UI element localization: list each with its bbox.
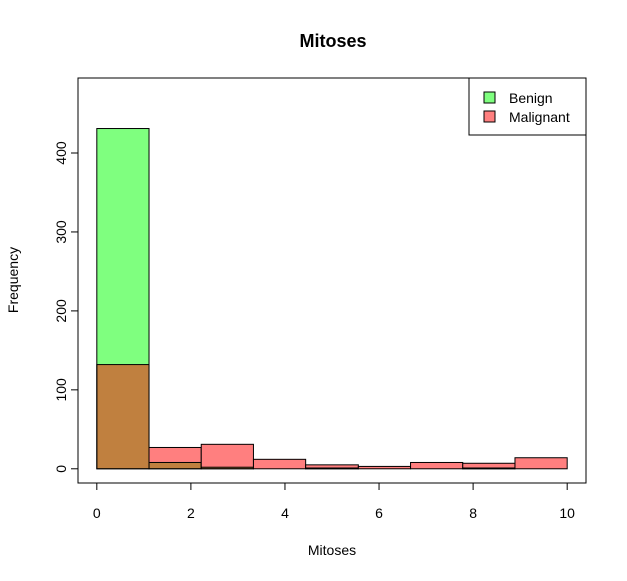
malignant-bar-outline-8 (514, 457, 568, 470)
overlap-bar-1 (149, 462, 202, 469)
legend-swatch-malignant (483, 110, 496, 123)
x-tick-label-6: 6 (375, 505, 383, 521)
benign-bar-outline-4 (305, 467, 359, 470)
x-tick-label-0: 0 (93, 505, 101, 521)
malignant-bar-7 (462, 463, 515, 468)
plot-frame (77, 77, 587, 484)
overlap-bar-0 (96, 364, 150, 469)
benign-bar-0 (96, 128, 150, 365)
malignant-bar-5 (358, 466, 411, 469)
legend-label-benign: Benign (509, 90, 553, 106)
malignant-bar-6 (410, 462, 463, 469)
x-tick-label-8: 8 (469, 505, 477, 521)
malignant-bar-4 (305, 464, 359, 468)
y-tick-label-300: 300 (53, 220, 69, 244)
y-tick-label-200: 200 (53, 299, 69, 323)
benign-bar-outline-0 (96, 128, 150, 470)
x-tick-label-2: 2 (187, 505, 195, 521)
malignant-bar-3 (253, 459, 306, 469)
y-tick-label-0: 0 (53, 465, 69, 473)
x-tick-label-10: 10 (559, 505, 575, 521)
y-axis-label: Frequency (5, 247, 21, 313)
y-axis: 0 100 200 300 400 (53, 141, 79, 473)
malignant-bar-8 (514, 457, 568, 469)
legend-swatch-benign (483, 91, 496, 104)
malignant-bar-2 (201, 444, 254, 468)
legend-label-malignant: Malignant (509, 109, 570, 125)
x-axis-label: Mitoses (308, 542, 356, 558)
malignant-bar-outline-3 (252, 458, 307, 470)
benign-bar-outline-7 (462, 467, 516, 470)
bars-layer (96, 128, 568, 470)
x-tick-label-4: 4 (281, 505, 289, 521)
y-tick-label-400: 400 (53, 141, 69, 165)
chart-title: Mitoses (299, 31, 366, 51)
legend: Benign Malignant (468, 77, 587, 136)
legend-box (468, 77, 587, 136)
y-tick-label-100: 100 (53, 378, 69, 402)
x-axis: 0 2 4 6 8 10 (93, 482, 575, 521)
overlap-bar-2 (201, 467, 254, 469)
malignant-bar-1 (149, 447, 202, 463)
